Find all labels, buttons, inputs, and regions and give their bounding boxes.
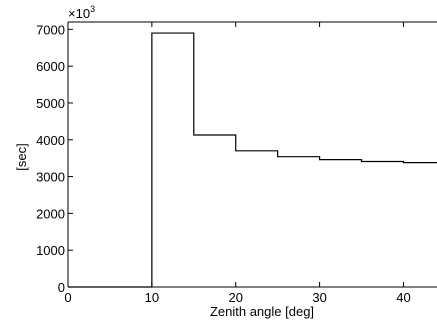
y-tick-label: 4000 <box>36 133 65 148</box>
x-tick-label: 0 <box>64 290 71 305</box>
y-tick-label: 7000 <box>36 22 65 37</box>
histogram-bin <box>403 163 437 287</box>
histogram-bin <box>362 161 404 287</box>
x-axis-label: Zenith angle [deg] <box>210 304 314 319</box>
x-tick-label: 20 <box>228 290 242 305</box>
histogram-bin <box>152 33 194 287</box>
y-multiplier: ×103 <box>68 4 95 21</box>
y-tick-label: 3000 <box>36 170 65 185</box>
y-tick-label: 2000 <box>36 206 65 221</box>
x-tick-label: 30 <box>312 290 326 305</box>
histogram-bin <box>236 151 278 287</box>
y-tick-label: 6000 <box>36 59 65 74</box>
histogram-bin <box>194 135 236 287</box>
x-tick-label: 10 <box>145 290 159 305</box>
x-axis-ticks: 0 10 20 30 40 <box>64 22 411 305</box>
histogram-step-line <box>68 32 437 288</box>
y-axis-label: [sec] <box>14 143 29 170</box>
y-tick-label: 5000 <box>36 96 65 111</box>
histogram-series <box>68 32 437 288</box>
y-multiplier-exponent: 3 <box>90 4 95 14</box>
y-axis-ticks: 0 1000 2000 3000 4000 5000 6000 7000 <box>36 22 73 295</box>
x-tick-label: 40 <box>396 290 410 305</box>
y-tick-label: 0 <box>58 280 65 295</box>
histogram-bin <box>320 160 362 287</box>
histogram-bin <box>278 157 320 287</box>
y-tick-label: 1000 <box>36 243 65 258</box>
